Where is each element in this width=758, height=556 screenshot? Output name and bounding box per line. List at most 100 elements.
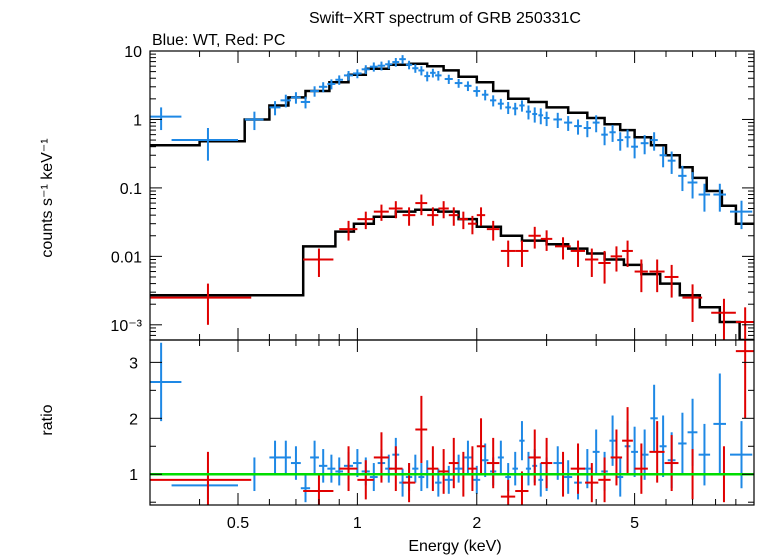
pc-ratio-point bbox=[528, 429, 541, 486]
wt-spectrum-point bbox=[538, 108, 544, 125]
wt-spectrum-point bbox=[244, 111, 264, 131]
upper-y-tick-label: 0.1 bbox=[120, 181, 142, 198]
wt-ratio-point bbox=[564, 460, 573, 494]
pc-spectrum-point bbox=[735, 307, 754, 340]
wt-ratio-point bbox=[538, 463, 544, 497]
pc-spectrum-point bbox=[373, 204, 389, 221]
pc-spectrum-point bbox=[448, 207, 459, 226]
pc-spectrum-point bbox=[540, 230, 553, 251]
wt-ratio-point bbox=[269, 440, 281, 475]
wt-spectrum-point bbox=[385, 60, 393, 69]
wt-spectrum-point bbox=[405, 60, 413, 70]
pc-ratio-point bbox=[486, 437, 500, 489]
wt-model-line bbox=[150, 62, 754, 225]
wt-spectrum-point bbox=[454, 78, 463, 88]
wt-ratio-point bbox=[418, 463, 425, 492]
upper-y-tick-label: 10⁻³ bbox=[110, 318, 142, 335]
wt-spectrum-point bbox=[583, 120, 591, 138]
wt-spectrum-point bbox=[377, 61, 386, 71]
wt-spectrum-point bbox=[564, 116, 573, 131]
wt-ratio-point bbox=[659, 415, 667, 478]
wt-spectrum-point bbox=[678, 165, 687, 192]
pc-ratio-point bbox=[438, 449, 449, 494]
pc-spectrum-point bbox=[610, 246, 623, 272]
wt-spectrum-point bbox=[424, 71, 431, 82]
pc-spectrum-point bbox=[415, 194, 428, 216]
pc-spectrum-point bbox=[427, 207, 439, 226]
wt-spectrum-point bbox=[290, 92, 301, 104]
lower-y-tick-label: 2 bbox=[129, 411, 138, 428]
wt-ratio-point bbox=[497, 440, 504, 475]
wt-ratio-point bbox=[412, 454, 419, 483]
lower-y-tick-label: 3 bbox=[129, 355, 138, 372]
pc-ratio-point bbox=[357, 460, 374, 500]
pc-spectrum-point bbox=[515, 240, 529, 267]
pc-ratio-point bbox=[388, 446, 403, 492]
wt-ratio-point bbox=[678, 412, 687, 475]
pc-spectrum-point bbox=[634, 259, 648, 293]
wt-ratio-point bbox=[369, 463, 378, 492]
pc-spectrum-point bbox=[438, 201, 449, 219]
pc-ratio-point bbox=[467, 446, 477, 492]
wt-ratio-point bbox=[300, 474, 311, 503]
wt-spectrum-point bbox=[617, 132, 624, 151]
pc-ratio-point bbox=[339, 446, 358, 492]
pc-ratio-point bbox=[540, 437, 553, 489]
x-tick-label: 0.5 bbox=[227, 515, 249, 532]
wt-spectrum-point bbox=[361, 65, 370, 75]
wt-spectrum-point bbox=[327, 79, 336, 90]
pc-ratio-point bbox=[150, 451, 252, 505]
pc-spectrum-point bbox=[585, 248, 599, 277]
wt-spectrum-point bbox=[601, 126, 608, 146]
wt-spectrum-point bbox=[574, 119, 582, 135]
wt-spectrum-point bbox=[624, 129, 631, 148]
pc-spectrum-point bbox=[622, 240, 633, 267]
wt-ratio-point bbox=[519, 421, 525, 461]
chart-title: Swift−XRT spectrum of GRB 250331C bbox=[309, 10, 581, 27]
wt-ratio-point bbox=[353, 449, 362, 478]
wt-ratio-point bbox=[335, 457, 344, 486]
pc-ratio-point bbox=[427, 446, 439, 492]
pc-ratio-point bbox=[634, 443, 648, 494]
pc-spectrum-point bbox=[682, 284, 703, 322]
wt-spectrum-point bbox=[444, 74, 453, 84]
x-tick-label: 2 bbox=[472, 515, 481, 532]
pc-ratio-point bbox=[622, 407, 633, 475]
pc-spectrum-point bbox=[388, 201, 403, 219]
wt-spectrum-point bbox=[667, 151, 676, 174]
pc-spectrum-point bbox=[150, 283, 252, 325]
pc-spectrum-point bbox=[500, 240, 516, 267]
pc-spectrum-point bbox=[467, 215, 477, 235]
pc-ratio-point bbox=[598, 457, 611, 503]
lower-y-tick-label: 1 bbox=[129, 467, 138, 484]
wt-spectrum-point bbox=[659, 146, 667, 168]
wt-spectrum-point bbox=[280, 94, 291, 108]
pc-spectrum-point bbox=[486, 220, 500, 241]
wt-spectrum-point bbox=[412, 64, 419, 73]
wt-spectrum-point bbox=[640, 135, 649, 155]
pc-ratio-point bbox=[476, 418, 486, 475]
pc-spectrum-point bbox=[402, 207, 416, 226]
pc-spectrum-point bbox=[303, 248, 334, 277]
pc-spectrum-point bbox=[711, 298, 736, 340]
wt-spectrum-point bbox=[650, 132, 658, 151]
upper-panel-spectrum: 10⁻³ 0.01 0.1 1 10 bbox=[110, 44, 755, 341]
pc-spectrum-point bbox=[664, 264, 679, 298]
wt-spectrum-point bbox=[698, 183, 711, 212]
wt-spectrum-point bbox=[300, 96, 311, 109]
pc-spectrum-point bbox=[598, 250, 611, 284]
x-axis-label: Energy (keV) bbox=[408, 538, 501, 555]
upper-y-tick-label: 1 bbox=[133, 112, 142, 129]
upper-y-tick-label: 0.01 bbox=[111, 249, 142, 266]
wt-spectrum-point bbox=[399, 55, 406, 64]
wt-spectrum-point bbox=[353, 69, 362, 79]
wt-ratio-point bbox=[327, 454, 336, 483]
wt-spectrum-point bbox=[713, 183, 727, 212]
wt-spectrum-point bbox=[519, 100, 525, 112]
lower-panel-ratio: 0.5 1 2 5 1 2 3 bbox=[129, 339, 755, 532]
wt-spectrum-point bbox=[490, 95, 497, 107]
x-tick-label: 5 bbox=[630, 515, 639, 532]
wt-spectrum-point bbox=[418, 66, 425, 76]
lower-y-axis-label: ratio bbox=[39, 404, 56, 435]
